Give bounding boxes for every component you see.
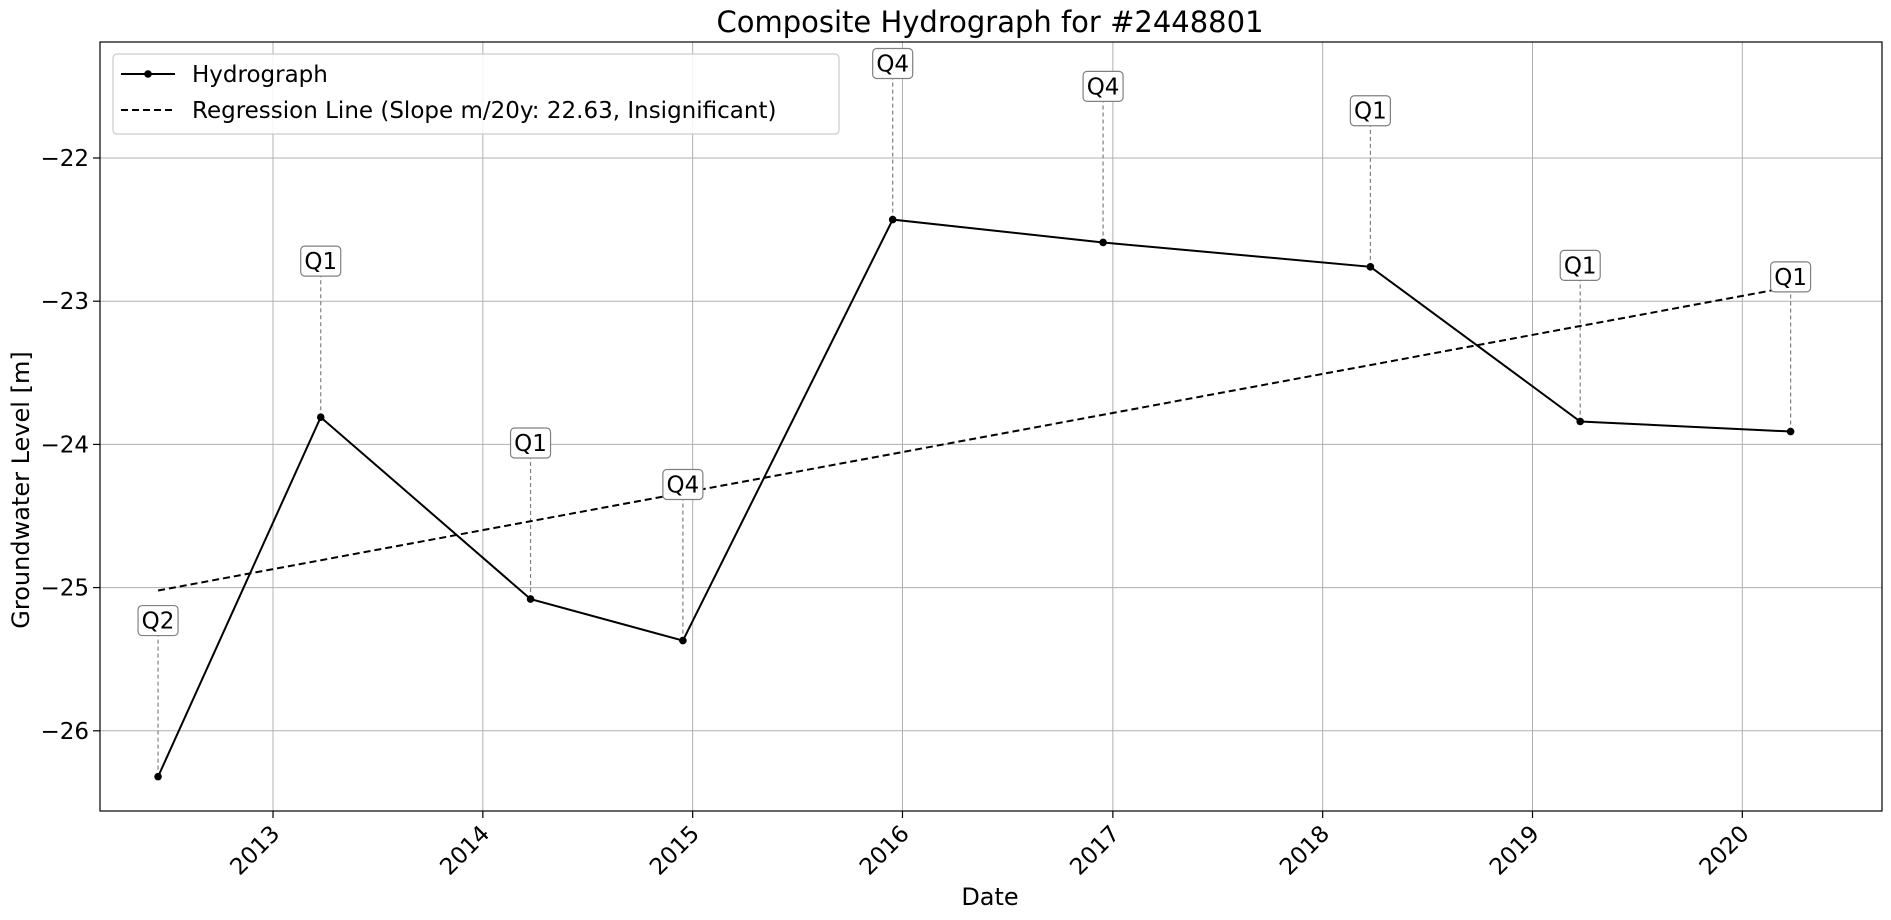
y-tick-label: −26 xyxy=(40,719,89,745)
legend-box xyxy=(112,53,840,135)
hydrograph-point xyxy=(679,636,687,645)
quarter-label: Q4 xyxy=(1087,74,1120,100)
plot-frame xyxy=(99,41,1883,812)
chart-title: Composite Hydrograph for #2448801 xyxy=(716,5,1263,39)
quarter-label-box xyxy=(300,245,342,277)
quarter-label-box xyxy=(1770,261,1812,293)
x-tick-label: 2017 xyxy=(1065,821,1125,881)
quarter-label-box xyxy=(1559,249,1601,281)
quarter-label: Q4 xyxy=(876,51,909,77)
legend-hydrograph-label: Hydrograph xyxy=(192,62,328,88)
quarter-guide-lines xyxy=(157,63,1792,777)
quarter-label-box xyxy=(662,468,704,501)
y-tick-label: −25 xyxy=(40,576,89,602)
x-tick-label: 2016 xyxy=(855,821,915,881)
x-tick-label: 2015 xyxy=(645,821,705,881)
quarter-label: Q1 xyxy=(304,249,337,275)
y-axis-ticks: −22 −23 −24 −25 −26 xyxy=(40,146,100,745)
hydrograph-point xyxy=(1099,238,1107,247)
hydrograph-point xyxy=(888,215,897,224)
quarter-label-box xyxy=(137,604,179,637)
hydrograph-point xyxy=(1366,263,1375,271)
x-tick-label: 2019 xyxy=(1485,821,1545,881)
x-tick-label: 2013 xyxy=(225,821,285,881)
legend: Hydrograph Regression Line (Slope m/20y:… xyxy=(112,53,840,135)
hydrograph-point xyxy=(1576,417,1585,426)
quarter-labels: Q2 Q1 Q1 Q4 Q4 Q4 Q1 Q1 Q1 xyxy=(137,47,1812,637)
x-tick-label: 2014 xyxy=(435,821,495,881)
x-axis-ticks: 2013 2014 2015 2016 2017 2018 2019 2020 xyxy=(225,811,1755,881)
y-tick-label: −22 xyxy=(40,146,89,172)
quarter-label-box xyxy=(1349,95,1391,127)
legend-hydrograph-marker xyxy=(144,70,152,78)
hydrograph-point xyxy=(526,595,535,603)
series xyxy=(154,215,1795,781)
quarter-label-box xyxy=(509,427,552,459)
y-axis-label: Groundwater Level [m] xyxy=(7,351,35,628)
hydrograph-point xyxy=(316,413,325,421)
quarter-label: Q1 xyxy=(1564,253,1597,279)
hydrograph-point xyxy=(154,772,162,781)
quarter-label: Q4 xyxy=(667,472,700,498)
y-tick-label: −23 xyxy=(40,289,89,315)
hydrograph-line xyxy=(157,218,1791,778)
x-tick-label: 2020 xyxy=(1695,821,1755,881)
hydrograph-point xyxy=(1786,427,1795,436)
quarter-label: Q2 xyxy=(142,609,175,635)
x-tick-label: 2018 xyxy=(1275,821,1335,881)
quarter-label: Q1 xyxy=(1774,265,1807,291)
legend-regression-label: Regression Line (Slope m/20y: 22.63, Ins… xyxy=(192,98,776,124)
y-tick-label: −24 xyxy=(40,432,89,458)
quarter-label-box xyxy=(872,47,914,80)
quarter-label-box xyxy=(1082,70,1124,102)
grid xyxy=(100,42,1882,811)
quarter-label: Q1 xyxy=(514,431,547,457)
regression-line xyxy=(157,285,1791,592)
x-axis-label: Date xyxy=(961,883,1018,911)
quarter-label: Q1 xyxy=(1354,99,1387,125)
